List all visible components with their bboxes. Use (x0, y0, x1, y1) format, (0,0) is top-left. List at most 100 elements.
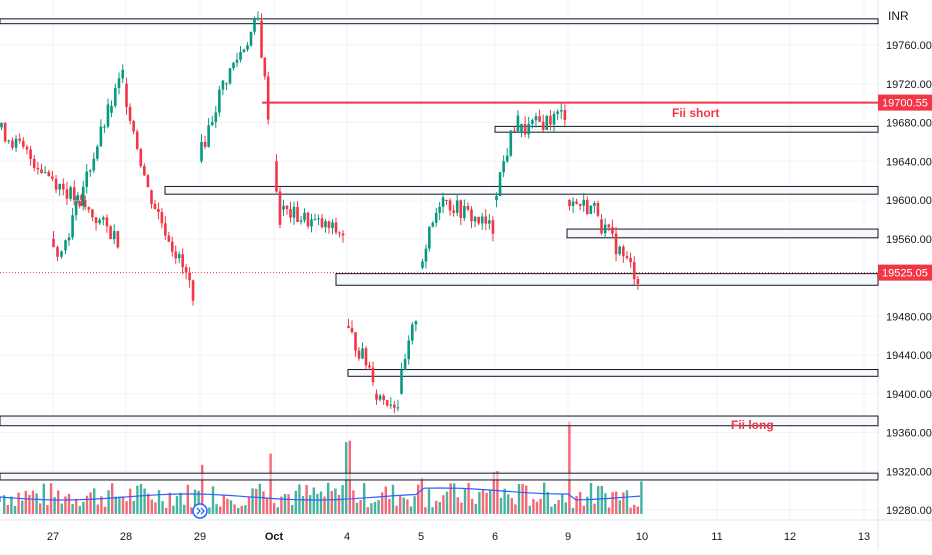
volume-bar (453, 483, 456, 514)
volume-bar (546, 492, 549, 514)
candle-body (72, 187, 76, 201)
volume-bar (377, 500, 380, 514)
candle-body (509, 130, 513, 156)
volume-bar (557, 499, 560, 514)
volume-bar (438, 501, 441, 514)
candle-body (347, 325, 350, 328)
candle-body (56, 247, 59, 257)
candle-body (502, 161, 505, 173)
volume-bar (265, 498, 269, 514)
candle-body (235, 59, 239, 63)
candle-body (463, 205, 466, 218)
candle-body (266, 76, 270, 120)
volume-bar (579, 491, 582, 514)
candle-body (200, 141, 203, 162)
candle-body (603, 224, 607, 234)
volume-bar (147, 493, 150, 514)
candlesticks (0, 11, 640, 414)
price-tick-label: 19480.00 (886, 311, 932, 323)
candle-body (25, 146, 29, 150)
volume-bar (550, 506, 553, 514)
price-levels: Fii short Fii long (0, 101, 878, 432)
candle-body (98, 219, 101, 224)
candle-body (403, 359, 407, 370)
candle-body (327, 221, 331, 228)
candle-body (424, 248, 428, 262)
candle-body (378, 395, 382, 400)
candle-body (611, 227, 614, 234)
candle-body (578, 203, 582, 206)
volume-bar (366, 507, 369, 514)
volume-bar (532, 499, 535, 514)
volume-bar (222, 495, 225, 514)
zone-box (0, 18, 879, 25)
volume-bar (186, 484, 189, 514)
time-tick-label: 11 (711, 531, 722, 543)
candle-body (338, 232, 341, 234)
zone-box (0, 472, 879, 481)
candle-body (289, 209, 292, 218)
candle-body (99, 126, 103, 147)
volume-bar (193, 489, 197, 514)
candle-body (334, 222, 338, 233)
volume-bar (507, 494, 510, 514)
candle-body (393, 404, 396, 408)
volume-bar (467, 482, 470, 514)
zone-box (347, 369, 879, 377)
candle-body (184, 267, 188, 273)
candle-body (520, 123, 523, 133)
volume-bar (539, 498, 542, 514)
volume-bar (395, 505, 398, 514)
candle-body (484, 216, 488, 224)
volume-bar (553, 503, 557, 514)
price-tick-label: 19280.00 (886, 505, 932, 517)
zone-box (164, 185, 879, 195)
volume-bar (431, 507, 434, 514)
volume-bar (211, 486, 215, 514)
volume-bar (521, 483, 524, 514)
candle-body (477, 216, 480, 224)
volume-bar (78, 505, 81, 514)
volume-bar (514, 504, 517, 514)
volume-bar (334, 488, 337, 514)
candle-body (52, 238, 55, 248)
volume-bar (57, 490, 60, 514)
volume-bar (611, 491, 614, 514)
volume-bar (24, 490, 27, 514)
candle-body (60, 251, 63, 257)
volume-bar (114, 496, 117, 514)
price-tick-label: 19400.00 (886, 389, 932, 401)
price-tick-label: 19680.00 (886, 118, 932, 130)
candle-body (29, 149, 32, 159)
volume-bar (492, 472, 495, 514)
volume-bar (60, 503, 63, 514)
volume-bar (258, 483, 261, 514)
volume-bar (6, 504, 9, 514)
candle-body (139, 148, 143, 166)
candle-body (455, 200, 459, 213)
candle-body (210, 121, 214, 126)
volume-bar (327, 482, 330, 514)
volume-bar (481, 489, 485, 514)
candle-body (292, 206, 296, 218)
candle-body (582, 199, 586, 206)
candle-body (385, 400, 389, 406)
price-tick-label: 19440.00 (886, 350, 932, 362)
volume-bar (121, 496, 125, 514)
price-tick-label: 19760.00 (886, 40, 932, 52)
volume-bar (172, 505, 175, 514)
candle-body (466, 205, 470, 210)
price-tick-label: 19640.00 (886, 156, 932, 168)
volume-bar (294, 490, 297, 514)
volume-bar (237, 507, 240, 514)
volume-bar (528, 505, 531, 514)
volume-bar (370, 503, 373, 514)
candle-body (106, 104, 110, 127)
volume-bar (442, 495, 445, 514)
volume-bar (391, 484, 395, 514)
candle-body (614, 233, 618, 255)
candle-body (495, 195, 498, 200)
candle-body (117, 78, 121, 88)
candle-body (636, 279, 640, 284)
